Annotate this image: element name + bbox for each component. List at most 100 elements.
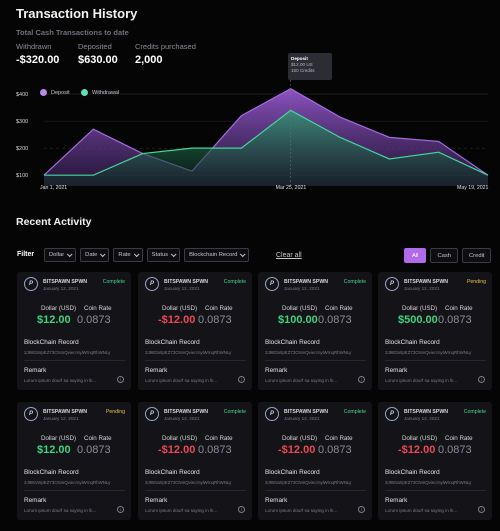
dollar-label: Dollar (USD) bbox=[162, 305, 198, 312]
info-icon[interactable]: i bbox=[358, 376, 365, 383]
info-icon[interactable]: i bbox=[478, 506, 485, 513]
card-amount: $12.00 bbox=[37, 444, 71, 456]
filter-rate[interactable]: Rate bbox=[113, 248, 143, 262]
stat-credits: Credits purchased 2,000 bbox=[135, 42, 196, 66]
filter-blockchain-record[interactable]: Blockchain Record bbox=[184, 248, 250, 262]
card-coin-rate: 0.0873 bbox=[318, 444, 352, 456]
remark-label: Remark bbox=[24, 367, 47, 374]
activity-card[interactable]: P BITSPAWN SPWN January 12, 2021 Pending Dol… bbox=[378, 272, 492, 390]
segment-credit[interactable]: Credit bbox=[462, 248, 492, 263]
card-date: January 12, 2021 bbox=[404, 286, 440, 291]
activity-card[interactable]: P BITSPAWN SPWN January 12, 2021 Pending Dol… bbox=[17, 402, 131, 520]
activity-card[interactable]: P BITSPAWN SPWN January 12, 2021 Complete Do… bbox=[378, 402, 492, 520]
series-area-withdrawal bbox=[44, 110, 488, 186]
dollar-label: Dollar (USD) bbox=[402, 305, 438, 312]
card-date: January 12, 2021 bbox=[43, 286, 79, 291]
segment-all[interactable]: All bbox=[404, 248, 427, 263]
card-divider bbox=[24, 360, 125, 361]
info-icon[interactable]: i bbox=[358, 506, 365, 513]
type-segmented-control: All Cash Credit bbox=[404, 248, 492, 263]
withdrawal-dot-icon bbox=[81, 89, 88, 96]
dollar-label: Dollar (USD) bbox=[402, 435, 438, 442]
info-icon[interactable]: i bbox=[238, 376, 245, 383]
status-badge: Complete bbox=[223, 279, 246, 285]
activity-card[interactable]: P BITSPAWN SPWN January 12, 2021 Complete Do… bbox=[138, 402, 252, 520]
info-icon[interactable]: i bbox=[478, 376, 485, 383]
clear-all-link[interactable]: Clear all bbox=[276, 252, 302, 259]
transaction-chart: $100 $200 $300 $400 Jan 1, 2021 Mar 25, 2021… bbox=[16, 80, 489, 191]
dollar-label: Dollar (USD) bbox=[41, 305, 77, 312]
bitspawn-logo-icon: P bbox=[145, 277, 159, 291]
dollar-label: Dollar (USD) bbox=[162, 435, 198, 442]
remark-value: Lorum ipsum dourf sa saying in lk... bbox=[385, 508, 458, 513]
filter-dollar[interactable]: Dollar bbox=[44, 248, 77, 262]
card-amount: $100.00 bbox=[278, 314, 318, 326]
card-coin-rate: 0.0873 bbox=[77, 444, 111, 456]
stat-value: 2,000 bbox=[135, 54, 163, 66]
blockchain-label: BlockChain Record bbox=[145, 469, 200, 476]
activity-card[interactable]: P BITSPAWN SPWN January 12, 2021 Complete Do… bbox=[258, 402, 372, 520]
card-coin-rate: 0.0873 bbox=[77, 314, 111, 326]
blockchain-label: BlockChain Record bbox=[385, 339, 440, 346]
activity-card[interactable]: P BITSPAWN SPWN January 12, 2021 Complete Do… bbox=[138, 272, 252, 390]
remark-value: Lorum ipsum dourf sa saying in lk... bbox=[265, 508, 338, 513]
filter-status[interactable]: Status bbox=[146, 248, 181, 262]
card-date: January 12, 2021 bbox=[404, 416, 440, 421]
blockchain-record-value: 3J98t1WpEZ73CNmQviecrnyiWrnqRhWNLy bbox=[265, 350, 352, 355]
x-tick-label: Mar 25, 2021 bbox=[276, 185, 307, 191]
status-badge: Pending bbox=[105, 409, 125, 415]
blockchain-record-value: 3J98t1WpEZ73CNmQviecrnyiWrnqRhWNLy bbox=[385, 350, 472, 355]
card-asset-name: BITSPAWN SPWN bbox=[404, 409, 448, 415]
status-badge: Complete bbox=[343, 279, 366, 285]
bitspawn-logo-icon: P bbox=[385, 277, 399, 291]
activity-card[interactable]: P BITSPAWN SPWN January 12, 2021 Complete Do… bbox=[258, 272, 372, 390]
x-tick-label: Jan 1, 2021 bbox=[40, 185, 67, 191]
card-amount: $500.00 bbox=[398, 314, 438, 326]
y-tick-label: $200 bbox=[16, 146, 28, 152]
blockchain-label: BlockChain Record bbox=[385, 469, 440, 476]
legend-label: Deposit bbox=[51, 89, 70, 96]
tooltip-title: Deposit bbox=[291, 56, 308, 61]
card-asset-name: BITSPAWN SPWN bbox=[43, 409, 87, 415]
info-icon[interactable]: i bbox=[117, 376, 124, 383]
card-divider bbox=[24, 490, 125, 491]
blockchain-record-value: 3J98t1WpEZ73CNmQviecrnyiWrnqRhWNLy bbox=[24, 350, 111, 355]
bitspawn-logo-icon: P bbox=[265, 277, 279, 291]
bitspawn-logo-icon: P bbox=[24, 277, 38, 291]
x-tick-label: May 19, 2021 bbox=[457, 185, 489, 191]
filter-label-text: Date bbox=[85, 252, 98, 258]
card-coin-rate: 0.0873 bbox=[438, 314, 472, 326]
remark-value: Lorum ipsum dourf sa saying in lk... bbox=[145, 508, 218, 513]
card-asset-name: BITSPAWN SPWN bbox=[164, 409, 208, 415]
remark-value: Lorum ipsum dourf sa saying in lk... bbox=[24, 508, 97, 513]
bitspawn-logo-icon: P bbox=[385, 407, 399, 421]
filter-label: Filter bbox=[17, 251, 35, 258]
filter-date[interactable]: Date bbox=[80, 248, 110, 262]
blockchain-label: BlockChain Record bbox=[265, 469, 320, 476]
card-date: January 12, 2021 bbox=[284, 416, 320, 421]
card-amount: $12.00 bbox=[37, 314, 71, 326]
card-date: January 12, 2021 bbox=[284, 286, 320, 291]
dollar-label: Dollar (USD) bbox=[282, 305, 318, 312]
card-asset-name: BITSPAWN SPWN bbox=[404, 279, 448, 285]
tooltip-amount: $12.00 US bbox=[291, 62, 313, 67]
remark-label: Remark bbox=[145, 367, 168, 374]
chevron-down-icon bbox=[67, 251, 73, 258]
stat-value: -$320.00 bbox=[16, 54, 60, 66]
card-coin-rate: 0.0873 bbox=[318, 314, 352, 326]
dollar-label: Dollar (USD) bbox=[282, 435, 318, 442]
page-subtitle: Total Cash Transactions to date bbox=[16, 28, 129, 37]
segment-cash[interactable]: Cash bbox=[430, 248, 458, 263]
card-divider bbox=[265, 360, 366, 361]
coin-rate-label: Coin Rate bbox=[205, 435, 233, 442]
blockchain-label: BlockChain Record bbox=[24, 469, 79, 476]
info-icon[interactable]: i bbox=[238, 506, 245, 513]
bitspawn-logo-icon: P bbox=[24, 407, 38, 421]
info-icon[interactable]: i bbox=[117, 506, 124, 513]
blockchain-record-value: 3J98t1WpEZ73CNmQviecrnyiWrnqRhWNLy bbox=[145, 350, 232, 355]
activity-card[interactable]: P BITSPAWN SPWN January 12, 2021 Complete Do… bbox=[17, 272, 131, 390]
card-amount: -$12.00 bbox=[158, 314, 196, 326]
card-divider bbox=[385, 360, 486, 361]
card-asset-name: BITSPAWN SPWN bbox=[43, 279, 87, 285]
coin-rate-label: Coin Rate bbox=[84, 435, 112, 442]
